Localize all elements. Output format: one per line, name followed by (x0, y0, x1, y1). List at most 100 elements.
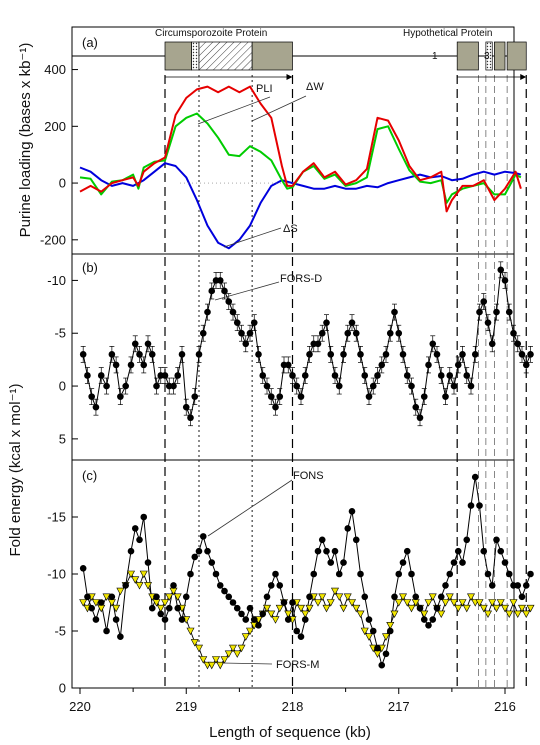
data-point-fors-d (505, 308, 513, 316)
gene-span-arrowhead (286, 74, 293, 80)
data-point-fors-m (330, 587, 340, 596)
data-point-fors-m (305, 604, 314, 613)
data-point-fors-m (313, 599, 323, 607)
data-point-fons (284, 616, 292, 623)
data-point-fors-d (518, 351, 526, 358)
data-point-fors-d (429, 340, 437, 348)
data-point-fons (408, 570, 415, 578)
data-point-fors-m (407, 604, 416, 613)
data-point-fors-d (103, 382, 110, 390)
data-point-fors-d (331, 372, 339, 379)
csp-gene-segment (198, 41, 253, 71)
data-point-fors-m (500, 604, 510, 613)
data-point-fors-d (327, 351, 335, 358)
data-point-fons (267, 582, 275, 589)
data-point-fons (246, 604, 254, 612)
data-point-fors-m (445, 593, 454, 601)
data-point-fons (140, 513, 148, 521)
data-point-fors-d (191, 393, 199, 400)
data-point-fons (459, 559, 466, 566)
y-tick-label: 400 (44, 62, 66, 77)
data-point-fors-d (92, 403, 100, 411)
data-point-fors-m (403, 599, 412, 607)
series-line-fons (82, 477, 531, 667)
data-point-fors-m (245, 627, 255, 636)
data-point-fons (497, 547, 505, 555)
y-tick-label: -10 (47, 567, 66, 582)
data-point-fons (501, 559, 509, 566)
data-point-fors-d (88, 393, 95, 400)
annotation-ds: ΔS (283, 223, 298, 235)
data-point-fons (259, 610, 267, 618)
data-point-fors-d (344, 329, 352, 337)
data-point-fors-d (174, 372, 182, 379)
data-point-fors-m (509, 599, 518, 607)
x-tick-label: 218 (282, 699, 304, 714)
data-point-fors-m (475, 599, 484, 607)
data-point-fons (289, 599, 296, 606)
data-point-fors-d (170, 382, 177, 390)
data-point-fors-d (178, 351, 186, 358)
data-point-fors-d (471, 351, 479, 358)
data-point-fors-m (390, 610, 399, 619)
data-point-fons (144, 559, 152, 566)
data-point-fors-m (139, 570, 148, 579)
panel-a-y-label: Purine loading (bases x kb⁻¹) (17, 43, 34, 238)
exon-label-3: 3 (484, 51, 490, 62)
data-point-fors-d (122, 382, 129, 390)
data-point-fons (92, 616, 100, 623)
x-tick-label: 220 (69, 699, 91, 714)
data-point-fons (306, 593, 313, 601)
data-point-fons (238, 610, 245, 618)
data-point-fors-d (442, 393, 449, 400)
data-point-fors-m (199, 656, 208, 664)
data-point-fors-m (424, 599, 433, 607)
data-point-fors-d (127, 361, 135, 369)
data-point-fons (153, 593, 160, 601)
data-point-fons (386, 627, 394, 635)
data-point-fons (323, 547, 330, 555)
data-point-fons (518, 593, 526, 601)
data-point-fors-d (352, 329, 360, 337)
annotation-pli: PLI (256, 83, 273, 95)
data-point-fons (352, 536, 360, 544)
data-point-fors-d (314, 340, 322, 348)
data-point-fors-d (259, 372, 267, 379)
data-point-fors-m (207, 661, 216, 670)
data-point-fons (187, 570, 194, 578)
data-point-fors-d (306, 351, 313, 358)
data-point-fors-m (483, 610, 493, 619)
data-point-fons (79, 565, 87, 572)
data-point-fons (208, 559, 216, 566)
exon-label-1: 1 (432, 51, 438, 62)
data-point-fons (108, 593, 116, 601)
data-point-fors-m (364, 633, 374, 641)
data-point-fons (446, 570, 454, 578)
data-point-fors-d (408, 382, 415, 390)
data-point-fons (522, 582, 530, 589)
data-point-fors-m (211, 656, 221, 664)
data-point-fors-d (289, 372, 296, 379)
data-point-fors-d (79, 351, 87, 358)
data-point-fors-d (136, 351, 143, 358)
hypothetical-exon (494, 41, 506, 71)
data-point-fons (301, 616, 309, 623)
data-point-fons (165, 604, 173, 612)
y-tick-label: -15 (47, 510, 66, 525)
data-point-fors-d (301, 372, 309, 379)
data-point-fors-m (267, 610, 276, 619)
x-tick-label: 216 (494, 699, 516, 714)
data-point-fors-d (144, 340, 152, 348)
data-point-fors-d (148, 351, 156, 358)
data-point-fors-d (369, 382, 377, 390)
data-point-fors-m (326, 599, 335, 607)
data-point-fors-d (522, 361, 530, 369)
data-point-fors-d (433, 351, 441, 358)
data-point-fons (117, 633, 124, 640)
data-point-fons (276, 582, 284, 589)
data-point-fors-m (190, 639, 199, 647)
data-point-fors-d (374, 372, 381, 379)
data-point-fors-m (91, 599, 100, 607)
gene-track (72, 41, 527, 80)
csp-gene-segment (251, 41, 293, 71)
